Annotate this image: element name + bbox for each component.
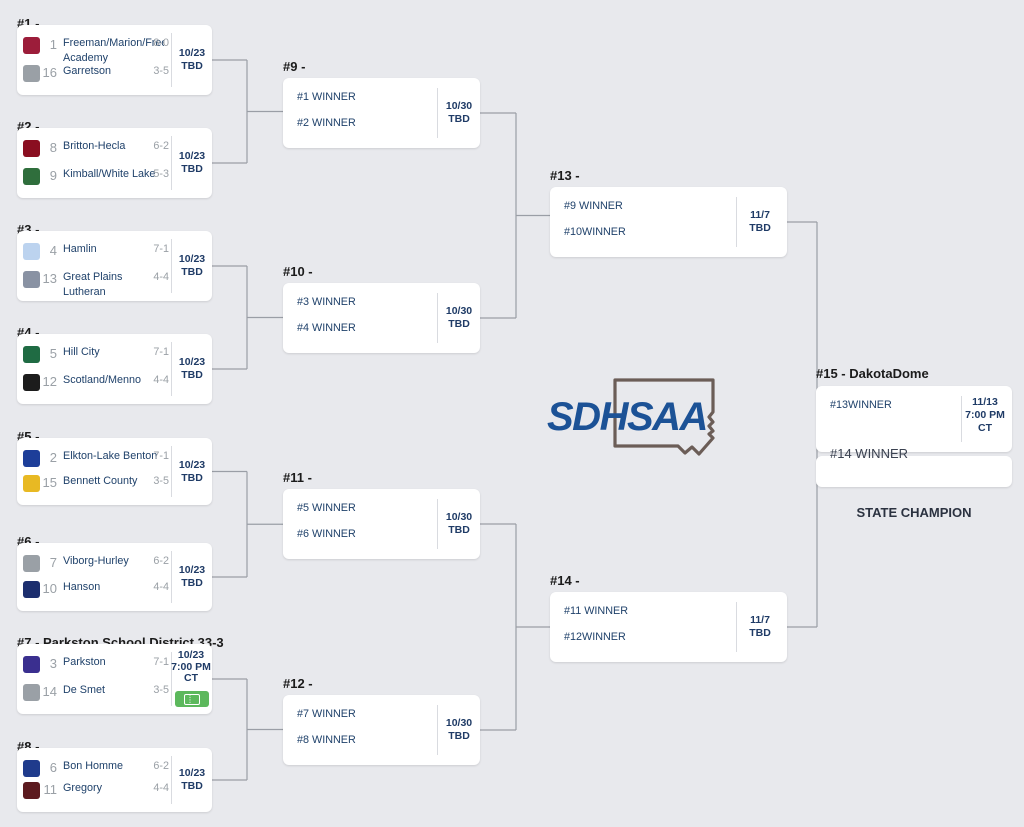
svg-text:SDHSAA: SDHSAA	[547, 395, 707, 439]
